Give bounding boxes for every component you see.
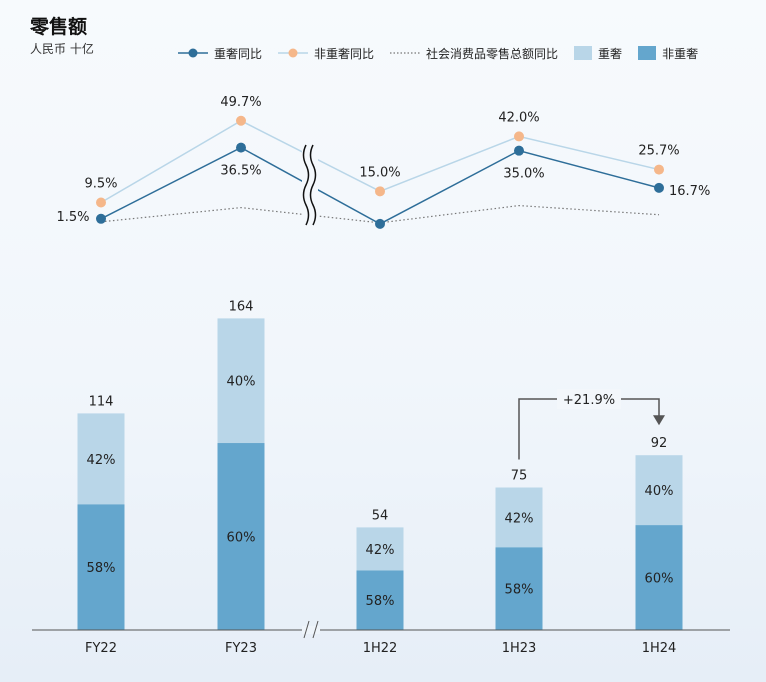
line-axis-break-mark <box>302 144 310 226</box>
x-tick-label: 1H22 <box>363 641 398 656</box>
legend-line-marker-icon <box>278 48 309 58</box>
legend-item-social-retail-yoy: 社会消费品零售总额同比 <box>390 45 558 62</box>
point-luxury-yoy <box>96 213 106 224</box>
axis-break-gap <box>302 626 320 634</box>
point-non-luxury-yoy <box>514 131 524 142</box>
chart-title: 零售额 <box>30 16 88 38</box>
bar-label-non-luxury-pct: 58% <box>505 583 534 598</box>
point-non-luxury-yoy <box>375 186 385 197</box>
growth-annotation-label-bg <box>557 389 621 409</box>
bar-label-luxury-pct: 42% <box>87 453 116 468</box>
bar-label-luxury-pct: 40% <box>645 484 674 499</box>
bar-segment-non-luxury <box>495 547 543 630</box>
point-non-luxury-yoy <box>236 115 246 126</box>
legend-label: 社会消费品零售总额同比 <box>426 46 559 61</box>
line-label-non-luxury-yoy: 49.7% <box>220 95 261 110</box>
line-label-non-luxury-yoy: 25.7% <box>638 144 679 159</box>
bar-segment-non-luxury <box>77 504 125 630</box>
bar-segment-non-luxury <box>217 443 265 630</box>
line-label-non-luxury-yoy: 15.0% <box>359 165 400 180</box>
legend-item-non-luxury: 非重奢 <box>638 45 698 62</box>
bar-label-non-luxury-pct: 60% <box>227 531 256 546</box>
growth-annotation-label: +21.9% <box>563 393 615 408</box>
legend-swatch-icon <box>574 46 593 60</box>
legend-label: 重奢同比 <box>214 46 263 61</box>
bar-segment-luxury <box>495 487 543 548</box>
bar-label-non-luxury-pct: 58% <box>366 594 395 609</box>
bar-label-luxury-pct: 42% <box>505 511 534 526</box>
bar-total-label: 114 <box>89 394 114 409</box>
point-non-luxury-yoy <box>96 197 106 208</box>
point-luxury-yoy <box>654 182 664 193</box>
x-tick-label: 1H24 <box>642 641 677 656</box>
legend-item-luxury-yoy: 重奢同比 <box>178 45 262 62</box>
line-luxury-yoy <box>100 146 660 225</box>
bar-total-label: 92 <box>651 436 668 451</box>
bar-segment-non-luxury <box>635 525 683 630</box>
bar-label-non-luxury-pct: 60% <box>645 572 674 587</box>
legend-label: 重奢 <box>598 46 623 61</box>
bar-label-luxury-pct: 42% <box>366 543 395 558</box>
legend-line-marker-icon <box>178 48 208 58</box>
legend-swatch-icon <box>638 46 657 60</box>
bar-segment-non-luxury <box>356 570 404 630</box>
point-non-luxury-yoy <box>654 164 664 175</box>
bar-segment-luxury <box>217 318 265 444</box>
line-label-luxury-yoy: 35.0% <box>503 167 544 182</box>
unit-label: 人民币 十亿 <box>30 42 94 56</box>
growth-annotation-arrow-icon <box>653 415 665 426</box>
bar-label-non-luxury-pct: 58% <box>87 561 116 576</box>
bar-total-label: 75 <box>511 469 528 484</box>
legend-label: 非重奢 <box>662 46 699 61</box>
line-label-luxury-yoy: 36.5% <box>220 164 261 179</box>
x-tick-label: FY23 <box>225 641 257 656</box>
line-label-luxury-yoy: 1.5% <box>56 210 89 225</box>
line-label-luxury-yoy: 16.7% <box>669 184 710 199</box>
legend-dotted-line-icon <box>390 52 421 54</box>
legend-item-non-luxury-yoy: 非重奢同比 <box>278 45 374 62</box>
bar-total-label: 54 <box>372 508 389 523</box>
bar-segment-luxury <box>635 455 683 526</box>
point-luxury-yoy <box>236 142 246 153</box>
legend-item-luxury: 重奢 <box>574 45 622 62</box>
point-luxury-yoy <box>375 218 385 229</box>
bar-segment-luxury <box>356 527 404 571</box>
x-tick-label: 1H23 <box>502 641 537 656</box>
point-luxury-yoy <box>514 145 524 156</box>
bar-label-luxury-pct: 40% <box>227 375 256 390</box>
axis-break-mark <box>312 620 319 639</box>
line-label-non-luxury-yoy: 9.5% <box>84 177 117 192</box>
axis-break-mark <box>303 620 310 639</box>
chart-legend: 重奢同比 非重奢同比 社会消费品零售总额同比 重奢 非重奢 <box>178 44 698 62</box>
line-label-non-luxury-yoy: 42.0% <box>498 110 539 125</box>
legend-label: 非重奢同比 <box>314 46 375 61</box>
bar-segment-luxury <box>77 413 125 505</box>
bar-total-label: 164 <box>229 299 254 314</box>
line-axis-break-mark <box>309 144 317 226</box>
x-tick-label: FY22 <box>85 641 117 656</box>
